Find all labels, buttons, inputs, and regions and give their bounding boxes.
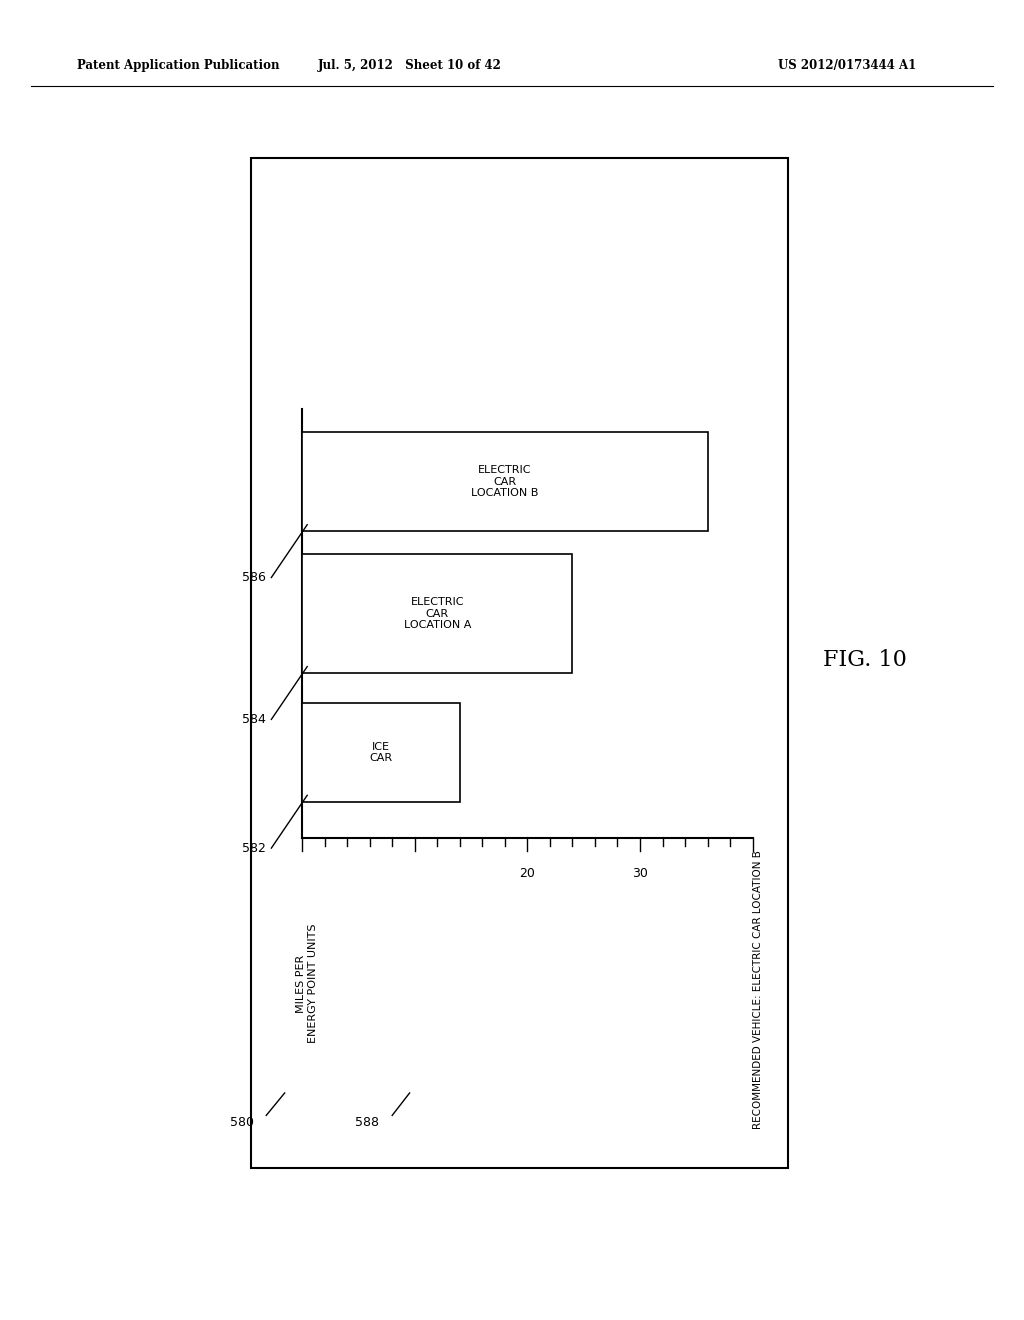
Text: 586: 586 bbox=[243, 572, 266, 583]
Text: RECOMMENDED VEHICLE: ELECTRIC CAR LOCATION B: RECOMMENDED VEHICLE: ELECTRIC CAR LOCATI… bbox=[753, 850, 763, 1130]
Text: US 2012/0173444 A1: US 2012/0173444 A1 bbox=[778, 59, 916, 73]
Text: ELECTRIC
CAR
LOCATION A: ELECTRIC CAR LOCATION A bbox=[403, 597, 471, 631]
Bar bbox=[302, 704, 460, 801]
Text: FIG. 10: FIG. 10 bbox=[823, 649, 907, 671]
Text: 584: 584 bbox=[243, 713, 266, 726]
Text: Jul. 5, 2012   Sheet 10 of 42: Jul. 5, 2012 Sheet 10 of 42 bbox=[317, 59, 502, 73]
Text: MILES PER
ENERGY POINT UNITS: MILES PER ENERGY POINT UNITS bbox=[296, 924, 318, 1043]
Text: 588: 588 bbox=[355, 1115, 379, 1129]
Text: ELECTRIC
CAR
LOCATION B: ELECTRIC CAR LOCATION B bbox=[471, 465, 539, 499]
Text: 20: 20 bbox=[519, 867, 536, 880]
Text: 582: 582 bbox=[243, 842, 266, 854]
Text: 30: 30 bbox=[632, 867, 648, 880]
Bar bbox=[302, 554, 572, 673]
Text: 580: 580 bbox=[230, 1115, 254, 1129]
Text: Patent Application Publication: Patent Application Publication bbox=[77, 59, 280, 73]
Text: ICE
CAR: ICE CAR bbox=[370, 742, 392, 763]
Bar bbox=[251, 158, 788, 1168]
Bar bbox=[302, 433, 708, 531]
